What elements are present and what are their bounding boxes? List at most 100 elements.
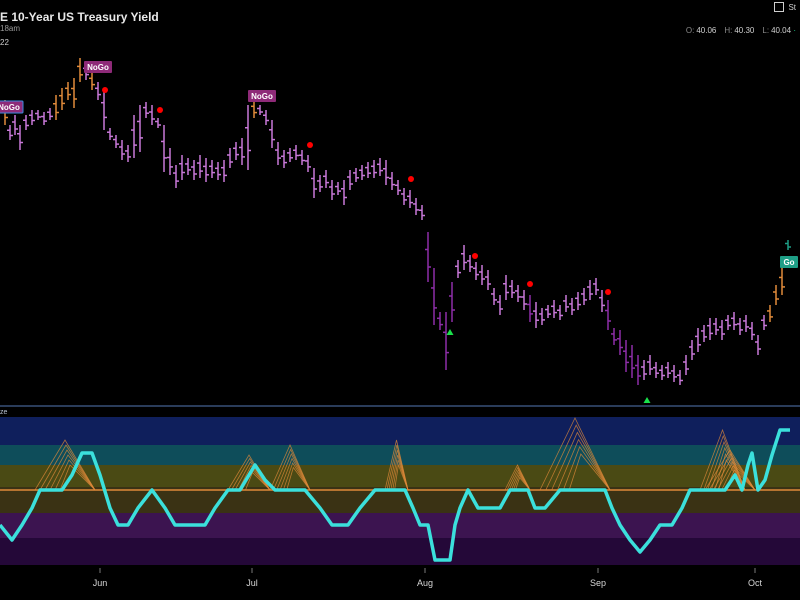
green-triangle-marker <box>643 397 651 403</box>
nogo-flag: NoGo <box>84 61 112 73</box>
price-bar <box>779 268 785 295</box>
price-bar <box>317 175 323 192</box>
price-bar <box>725 315 731 330</box>
price-bar <box>113 135 119 148</box>
price-bar <box>569 298 575 315</box>
price-bar <box>149 105 155 125</box>
ohlc-open: O: 40.06 <box>686 26 716 35</box>
price-bar <box>227 148 233 168</box>
chart-title: E 10-Year US Treasury Yield <box>0 10 159 24</box>
price-bar <box>251 100 257 118</box>
brand-text: St <box>788 2 796 12</box>
price-bar <box>503 275 509 300</box>
price-bar <box>311 168 317 198</box>
price-bar <box>653 362 659 378</box>
price-bar <box>425 232 431 282</box>
ohlc-open-label: O: <box>685 26 695 35</box>
price-bar <box>701 325 707 342</box>
go-flag: Go <box>780 256 798 268</box>
price-bar <box>167 148 173 175</box>
price-bar <box>71 78 77 108</box>
red-dot-marker <box>157 107 163 113</box>
price-bar <box>731 312 737 330</box>
price-bar <box>377 158 383 176</box>
go-indicator-icon: · <box>793 26 796 35</box>
flag-box <box>84 61 112 73</box>
oscillator-cloud-stroke <box>562 445 611 491</box>
red-dot-marker <box>102 87 108 93</box>
price-bar <box>371 160 377 178</box>
red-dot-marker <box>307 142 313 148</box>
oscillator-cloud-stroke <box>54 459 96 491</box>
price-bar <box>305 155 311 172</box>
oscillator-band <box>0 417 800 445</box>
price-bar <box>191 160 197 180</box>
price-bar <box>365 162 371 178</box>
oscillator-cloud-stroke <box>703 434 746 491</box>
green-triangle-marker <box>446 329 454 335</box>
oscillator-cloud-stroke <box>269 444 311 491</box>
oscillator-label: ze <box>0 409 8 416</box>
oscillator-cloud-stroke <box>512 474 531 491</box>
price-bar <box>65 82 71 100</box>
price-bar <box>665 362 671 378</box>
price-bar <box>515 285 521 302</box>
price-bar <box>659 365 665 380</box>
price-bar <box>743 315 749 332</box>
price-bar <box>689 340 695 360</box>
price-bar <box>239 138 245 165</box>
price-bar <box>527 295 533 322</box>
oscillator-cloud-stroke <box>59 464 96 491</box>
oscillator-cloud-stroke <box>279 457 311 491</box>
ohlc-high-value: 40.30 <box>734 26 755 35</box>
price-bar <box>593 278 599 295</box>
flag-box <box>780 256 798 268</box>
price-bar <box>383 160 389 185</box>
price-bar <box>131 115 137 158</box>
price-bar <box>35 110 41 120</box>
price-bar <box>215 162 221 180</box>
flag-label: NoGo <box>0 103 20 112</box>
price-bar <box>485 270 491 290</box>
oscillator-cloud-stroke <box>39 444 96 491</box>
ohlc-low-value: 40.04 <box>771 26 792 35</box>
oscillator-cloud-stroke <box>286 466 311 491</box>
ohlc-low-label: L: <box>762 26 770 35</box>
x-tick-label: Jul <box>246 578 258 588</box>
price-bar <box>497 295 503 315</box>
price-bar <box>143 102 149 118</box>
ohlc-open-value: 40.06 <box>696 26 717 35</box>
price-bar <box>299 150 305 165</box>
price-bar <box>749 322 755 340</box>
price-bar <box>23 115 29 130</box>
red-dot-marker <box>472 253 478 259</box>
price-bar <box>209 160 215 178</box>
price-bar <box>461 245 467 270</box>
price-bar <box>107 128 113 140</box>
price-bar <box>119 140 125 160</box>
price-bar <box>281 150 287 168</box>
price-bar <box>683 355 689 375</box>
price-bar <box>185 158 191 175</box>
price-bar <box>575 292 581 310</box>
price-bar <box>629 345 635 378</box>
price-bar <box>551 300 557 318</box>
price-bar <box>719 320 725 340</box>
oscillator-band <box>0 538 800 565</box>
oscillator-cloud-stroke <box>515 476 531 491</box>
price-bar <box>707 318 713 340</box>
price-bar <box>347 170 353 190</box>
price-bar <box>41 112 47 125</box>
oscillator-cloud-stroke <box>568 453 611 491</box>
price-bar <box>563 295 569 312</box>
price-bar <box>7 125 13 140</box>
price-bar <box>359 165 365 180</box>
price-bar <box>12 115 18 135</box>
price-bar <box>17 125 23 150</box>
price-bar <box>125 145 131 162</box>
price-bar <box>437 312 443 330</box>
x-tick-label: Jun <box>93 578 108 588</box>
oscillator-cloud-stroke <box>392 459 409 491</box>
price-bar <box>257 105 263 115</box>
price-bar <box>449 282 455 322</box>
